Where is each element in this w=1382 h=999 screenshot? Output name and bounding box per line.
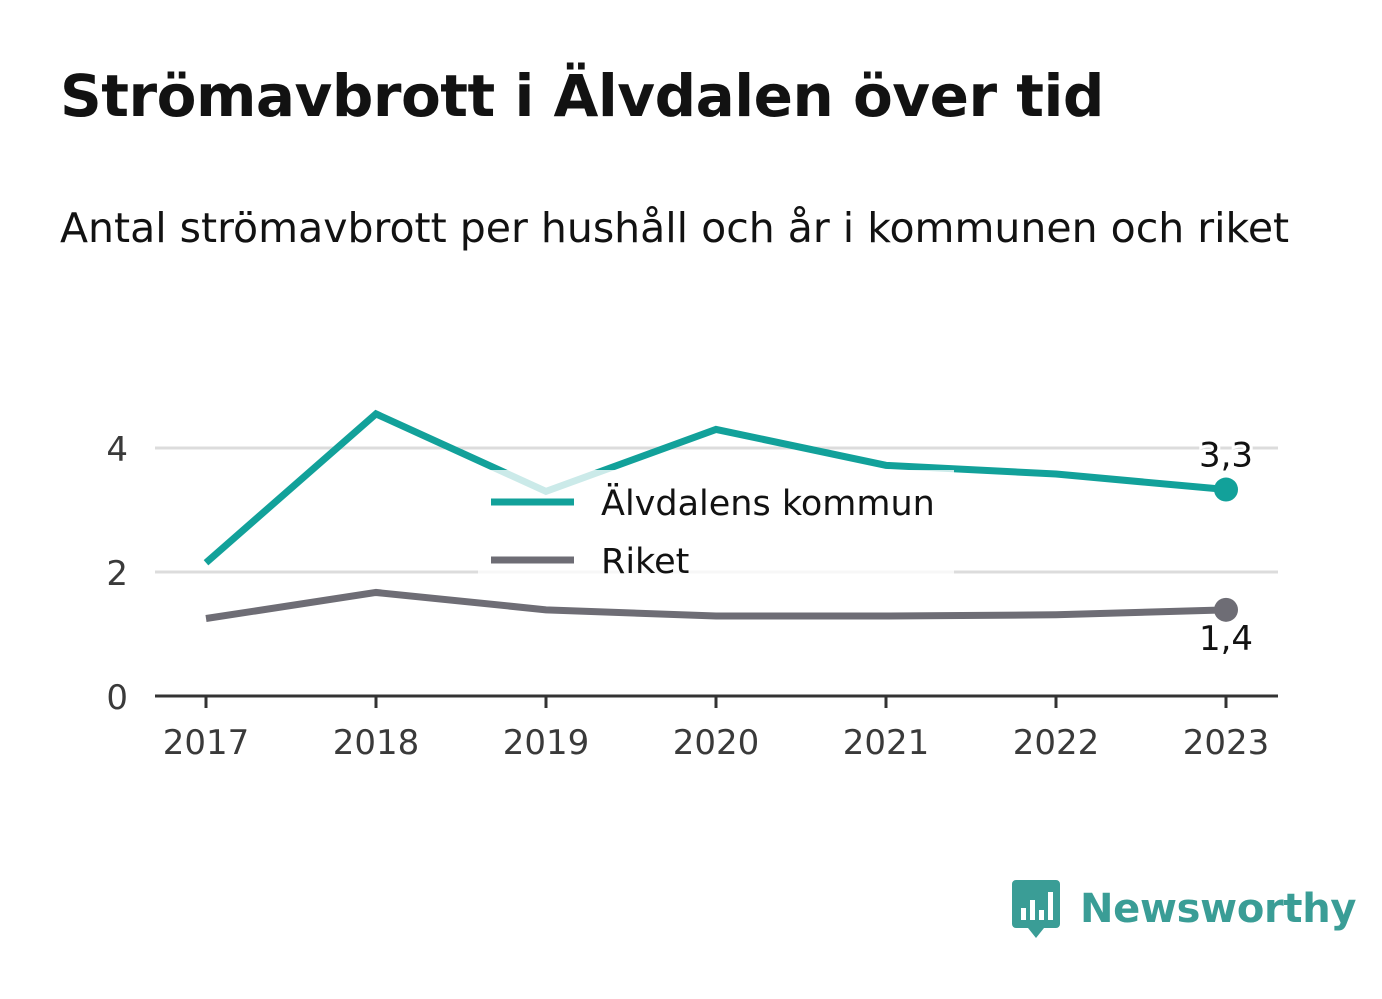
data-labels: 3,3 1,4 [1196,433,1256,662]
x-tick-label: 2022 [1013,723,1100,763]
y-tick-label: 0 [106,678,128,718]
axes: 0 2 4 2017 2018 2019 2020 2021 2022 2023 [106,430,1278,763]
legend-label: Riket [601,542,689,582]
series-end-point-0 [1214,477,1238,502]
x-tick-label: 2020 [673,723,760,763]
y-tick-label: 4 [106,430,128,470]
data-label: 3,3 [1199,436,1253,476]
x-tick-label: 2021 [843,723,930,763]
brand-logo: Newsworthy [1010,878,1357,940]
legend: Älvdalens kommun Riket [478,470,954,582]
series-end-point-1 [1214,597,1238,622]
x-tick-label: 2023 [1183,723,1270,763]
x-tick-label: 2019 [503,723,590,763]
legend-label: Älvdalens kommun [601,482,935,524]
series-lines [203,409,1238,622]
data-label: 1,4 [1199,619,1253,659]
x-tick-label: 2017 [163,723,250,763]
chart-title: Strömavbrott i Älvdalen över tid [60,62,1104,130]
series-line-0 [203,409,1227,566]
brand-name: Newsworthy [1080,886,1357,932]
x-tick-label: 2018 [333,723,420,763]
series-line-1 [205,588,1227,622]
chart-subtitle: Antal strömavbrott per hushåll och år i … [60,204,1290,252]
y-tick-label: 2 [106,554,128,594]
newsworthy-logo-icon [1012,880,1060,938]
